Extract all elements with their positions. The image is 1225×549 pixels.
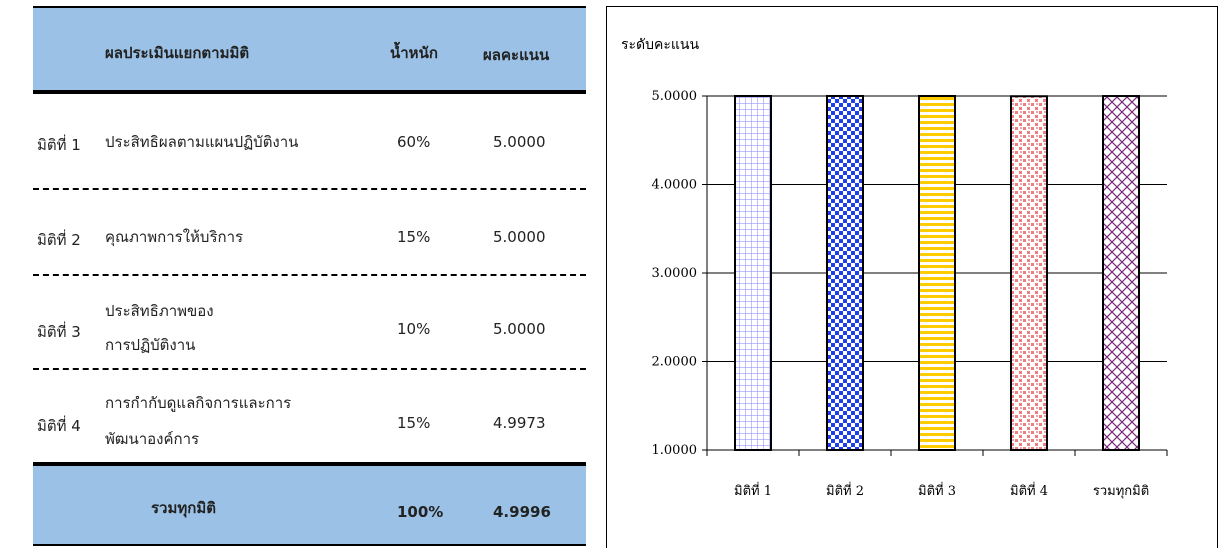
row-name: ประสิทธิผลตามแผนปฏิบัติงาน — [105, 133, 299, 151]
total-weight: 100% — [397, 503, 444, 521]
row-weight: 60% — [397, 133, 431, 151]
bar — [1010, 95, 1048, 451]
header-score: ผลคะแนน — [483, 46, 550, 64]
bar — [734, 95, 772, 451]
y-tick-labels: 1.0000 2.0000 3.0000 4.0000 5.0000 — [652, 89, 698, 458]
x-tick-label: รวมทุกมิติ — [1093, 484, 1149, 499]
row-name: คุณภาพการให้บริการ — [105, 228, 244, 246]
table-row: มิติที่ 1 ประสิทธิผลตามแผนปฏิบัติงาน 60%… — [33, 94, 586, 192]
row-name-line-1: ประสิทธิภาพของ — [105, 302, 214, 320]
y-tick-label: 3.0000 — [652, 266, 698, 281]
bar — [826, 95, 864, 451]
row-name-line-1: การกำกับดูแลกิจการและการ — [105, 394, 292, 412]
header-divider — [33, 90, 586, 94]
row-dimension: มิติที่ 3 — [37, 323, 81, 341]
row-weight: 10% — [397, 320, 431, 338]
row-dimension: มิติที่ 2 — [37, 231, 81, 249]
y-tick-label: 5.0000 — [652, 89, 698, 104]
table-row: มิติที่ 3 ประสิทธิภาพของ การปฏิบัติงาน 1… — [33, 278, 586, 368]
score-chart: ระดับคะแนน 1.0000 2.0000 3.0000 4.0000 5.000… — [606, 6, 1218, 548]
row-score: 5.0000 — [493, 133, 546, 151]
x-tick-label: มิติที่ 1 — [734, 482, 772, 499]
table-header: ผลประเมินแยกตามมิติ น้ำหนัก ผลคะแนน — [33, 6, 586, 90]
y-axis-title: ระดับคะแนน — [621, 37, 699, 53]
row-dimension: มิติที่ 1 — [37, 136, 81, 154]
bar — [918, 95, 956, 451]
table-row: มิติที่ 4 การกำกับดูแลกิจการและการ พัฒนา… — [33, 372, 586, 462]
row-score: 5.0000 — [493, 320, 546, 338]
row-name-line-2: การปฏิบัติงาน — [105, 336, 196, 354]
total-label: รวมทุกมิติ — [151, 499, 216, 517]
chart-canvas: ระดับคะแนน 1.0000 2.0000 3.0000 4.0000 5.000… — [621, 37, 1168, 499]
y-tick-label: 2.0000 — [652, 355, 698, 370]
x-tick-labels: มิติที่ 1 มิติที่ 2 มิติที่ 3 มิติที่ 4 รวมท… — [734, 482, 1149, 499]
row-divider — [33, 274, 586, 276]
table-row: มิติที่ 2 คุณภาพการให้บริการ 15% 5.0000 — [33, 192, 586, 272]
header-weight: น้ำหนัก — [390, 44, 438, 62]
row-score: 4.9973 — [493, 414, 546, 432]
total-row: รวมทุกมิติ 100% 4.9996 — [33, 466, 586, 546]
x-tick-label: มิติที่ 4 — [1010, 482, 1048, 499]
row-weight: 15% — [397, 228, 431, 246]
y-tick-label: 4.0000 — [652, 178, 698, 193]
score-table: ผลประเมินแยกตามมิติ น้ำหนัก ผลคะแนน มิติ… — [33, 6, 586, 546]
row-name-line-2: พัฒนาองค์การ — [105, 430, 200, 448]
row-divider — [33, 368, 586, 370]
row-score: 5.0000 — [493, 228, 546, 246]
row-divider — [33, 188, 586, 190]
x-tick-label: มิติที่ 2 — [826, 482, 864, 499]
row-dimension: มิติที่ 4 — [37, 417, 81, 435]
total-score: 4.9996 — [493, 503, 551, 521]
bar — [1102, 95, 1140, 451]
bars — [734, 95, 1140, 451]
header-dimension-title: ผลประเมินแยกตามมิติ — [105, 44, 250, 62]
x-tick-label: มิติที่ 3 — [918, 482, 956, 499]
row-weight: 15% — [397, 414, 431, 432]
total-divider — [33, 462, 586, 466]
y-tick-label: 1.0000 — [652, 443, 698, 458]
